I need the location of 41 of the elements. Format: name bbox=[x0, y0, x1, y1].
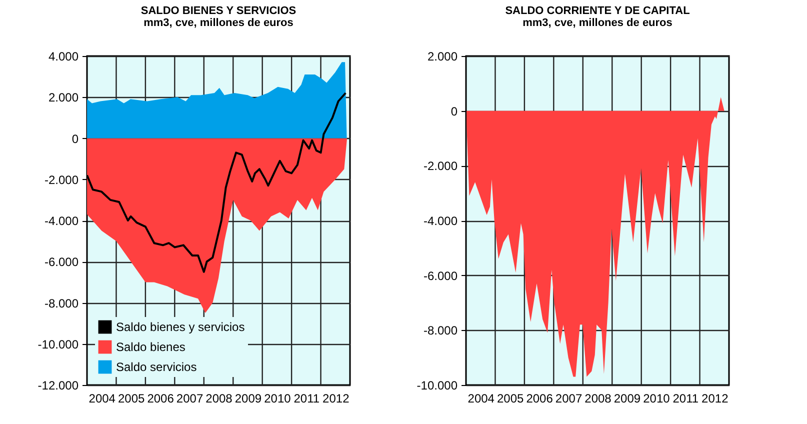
x-tick-label: 2008 bbox=[206, 392, 233, 406]
x-tick-label: 2005 bbox=[118, 392, 146, 406]
x-tick-label: 2010 bbox=[643, 392, 670, 406]
x-tick-label: 2011 bbox=[294, 392, 320, 406]
x-tick-label: 2007 bbox=[176, 392, 204, 406]
x-tick-label: 2006 bbox=[147, 392, 174, 406]
y-tick-label: -4.000 bbox=[44, 214, 79, 228]
x-tick-label: 2006 bbox=[526, 392, 554, 406]
chart-title: SALDO BIENES Y SERVICIOS bbox=[140, 5, 296, 17]
x-tick-label: 2004 bbox=[88, 392, 116, 406]
y-tick-label: -8.000 bbox=[423, 324, 458, 338]
x-tick-label: 2004 bbox=[468, 392, 495, 406]
y-tick-label: 0 bbox=[450, 104, 458, 118]
x-tick-label: 2012 bbox=[702, 392, 729, 406]
x-tick-label: 2007 bbox=[555, 392, 582, 406]
y-tick-label: -2.000 bbox=[423, 159, 458, 174]
y-tick-label: 0 bbox=[72, 132, 79, 146]
y-tick-label: 4.000 bbox=[48, 50, 79, 64]
y-tick-label: -10.000 bbox=[38, 337, 79, 352]
y-tick-label: -6.000 bbox=[44, 255, 79, 270]
y-tick-label: -10.000 bbox=[416, 378, 458, 392]
x-tick-label: 2011 bbox=[672, 392, 699, 406]
y-tick-label: -2.000 bbox=[44, 172, 79, 187]
y-tick-label: -12.000 bbox=[38, 378, 79, 392]
y-tick-label: 2.000 bbox=[427, 50, 458, 64]
chart-title: SALDO CORRIENTE Y DE CAPITAL bbox=[505, 5, 690, 17]
x-tick-label: 2009 bbox=[234, 392, 262, 406]
legend-label: Saldo bienes y servicios bbox=[116, 320, 245, 334]
y-tick-label: -4.000 bbox=[423, 214, 458, 228]
legend-label: Saldo servicios bbox=[116, 360, 197, 374]
x-tick-label: 2008 bbox=[584, 392, 612, 406]
chart-subtitle: mm3, cve, millones de euros bbox=[522, 17, 672, 29]
x-tick-label: 2009 bbox=[614, 392, 641, 406]
y-tick-label: 2.000 bbox=[48, 90, 79, 105]
x-tick-label: 2012 bbox=[322, 392, 350, 406]
x-tick-label: 2005 bbox=[496, 392, 524, 406]
legend-label: Saldo bienes bbox=[116, 340, 186, 354]
y-tick-label: -8.000 bbox=[44, 296, 79, 310]
y-tick-label: -6.000 bbox=[423, 268, 458, 283]
chart-subtitle: mm3, cve, millones de euros bbox=[144, 17, 294, 29]
x-tick-label: 2010 bbox=[264, 392, 292, 406]
